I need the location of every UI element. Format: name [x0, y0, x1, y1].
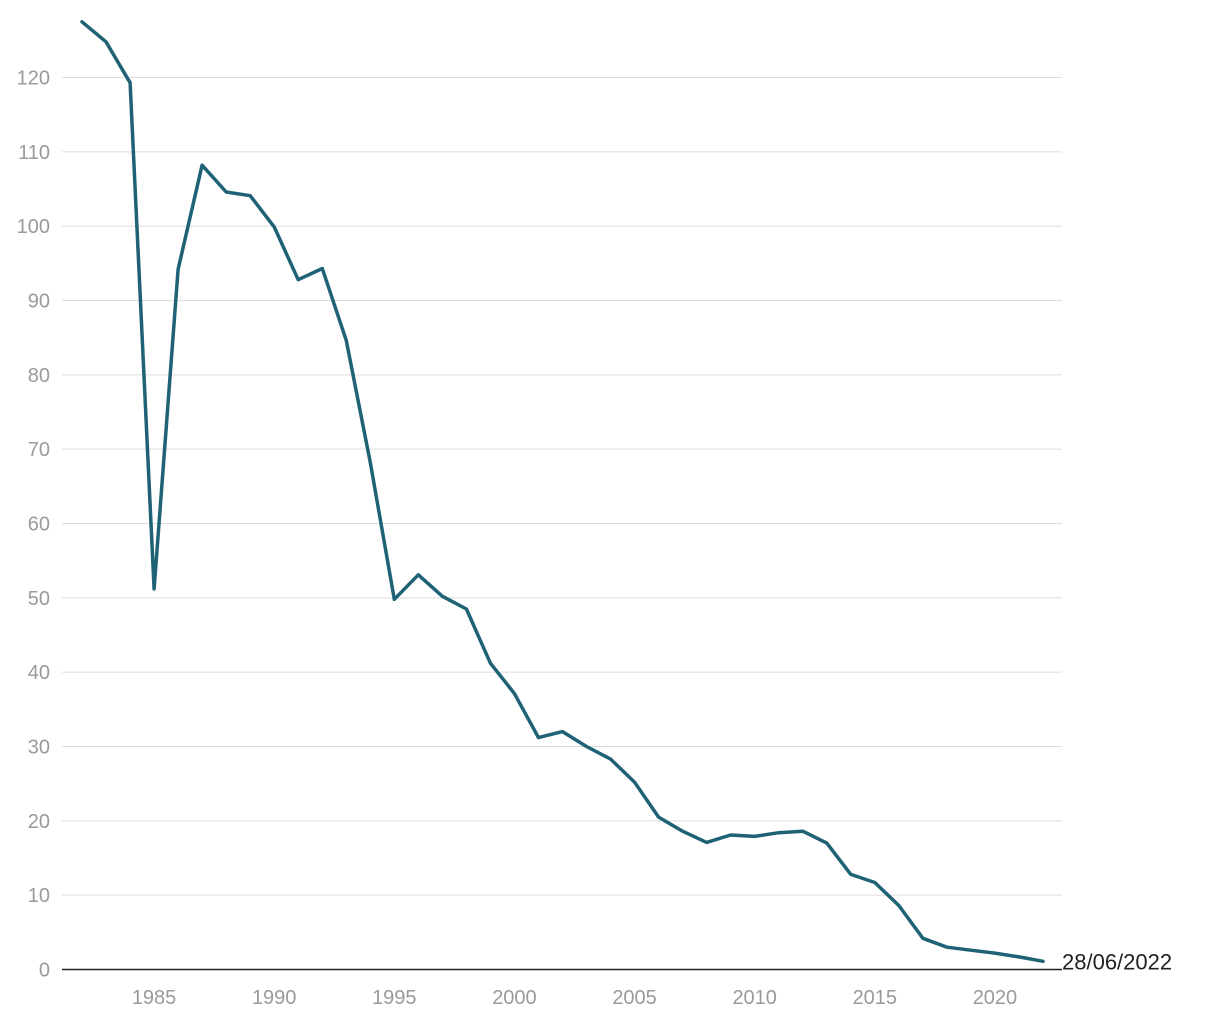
y-tick-label: 60 [28, 514, 50, 536]
y-tick-label: 20 [28, 811, 50, 833]
x-tick-label: 2010 [732, 987, 777, 1009]
y-tick-label: 100 [17, 216, 50, 238]
x-tick-label: 1985 [132, 987, 177, 1009]
y-tick-label: 110 [18, 142, 50, 164]
x-tick-label: 2000 [492, 987, 537, 1009]
x-tick-label: 2005 [612, 987, 657, 1009]
y-tick-label: 40 [28, 662, 50, 684]
gridlines [62, 77, 1062, 896]
y-tick-label: 10 [28, 885, 50, 907]
x-tick-label: 1990 [252, 987, 297, 1009]
y-tick-label: 70 [28, 439, 50, 461]
end-date-label: 28/06/2022 [1062, 950, 1172, 975]
x-tick-label: 1995 [372, 987, 417, 1009]
x-tick-label: 2015 [853, 987, 898, 1009]
y-tick-label: 90 [28, 291, 50, 313]
y-tick-label: 30 [28, 737, 50, 759]
x-axis-ticks: 1985 1990 1995 2000 2005 2010 2015 2020 [132, 987, 1017, 1009]
y-tick-label: 50 [28, 588, 50, 610]
y-axis-ticks: 0 10 20 30 40 50 60 70 80 90 100 110 120 [17, 68, 50, 982]
y-tick-label: 120 [17, 68, 50, 90]
x-tick-label: 2020 [973, 987, 1018, 1009]
series-line [80, 20, 1045, 964]
y-tick-label: 0 [39, 960, 50, 982]
y-tick-label: 80 [28, 365, 50, 387]
